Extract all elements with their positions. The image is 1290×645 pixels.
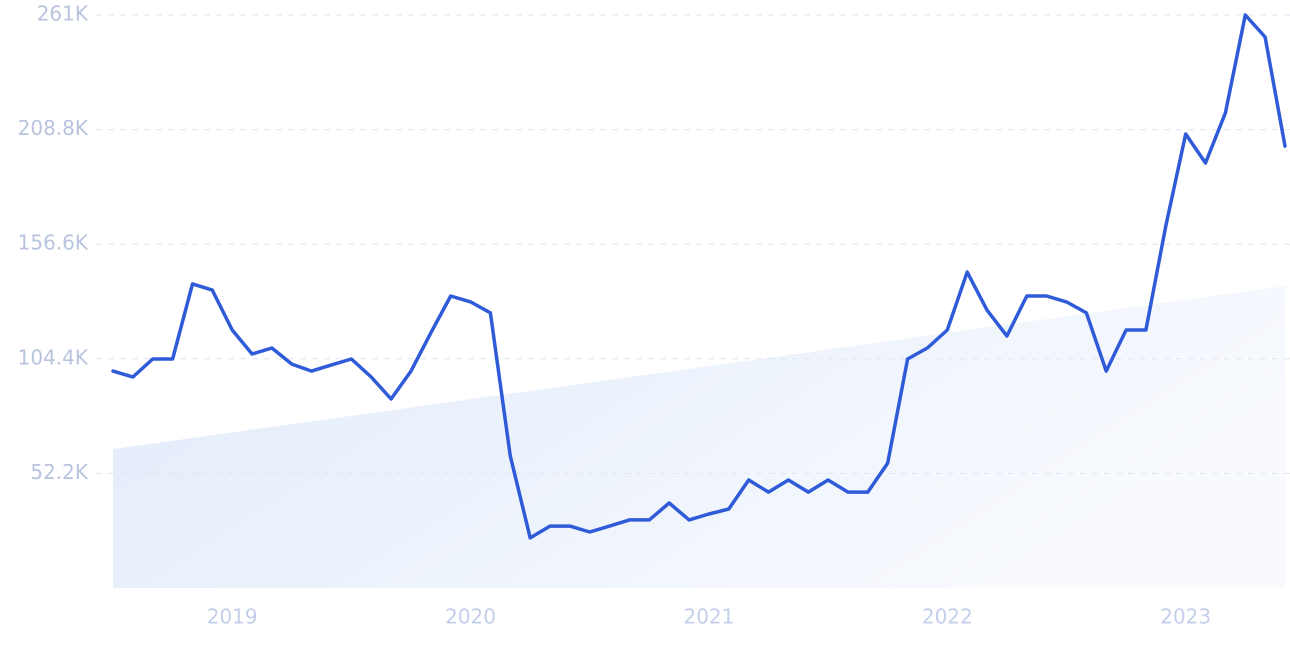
y-tick-label: 52.2K	[30, 460, 89, 484]
y-tick-label: 156.6K	[18, 231, 89, 255]
y-tick-label: 261K	[37, 2, 89, 26]
x-tick-label: 2022	[922, 605, 973, 629]
y-tick-label: 104.4K	[18, 345, 89, 369]
line	[111, 13, 1287, 540]
x-tick-label: 2021	[683, 605, 734, 629]
x-tick-label: 2023	[1160, 605, 1211, 629]
x-tick-label: 2020	[445, 605, 496, 629]
x-tick-label: 2019	[207, 605, 258, 629]
y-tick-label: 208.8K	[18, 116, 89, 140]
trend-area	[113, 285, 1285, 588]
